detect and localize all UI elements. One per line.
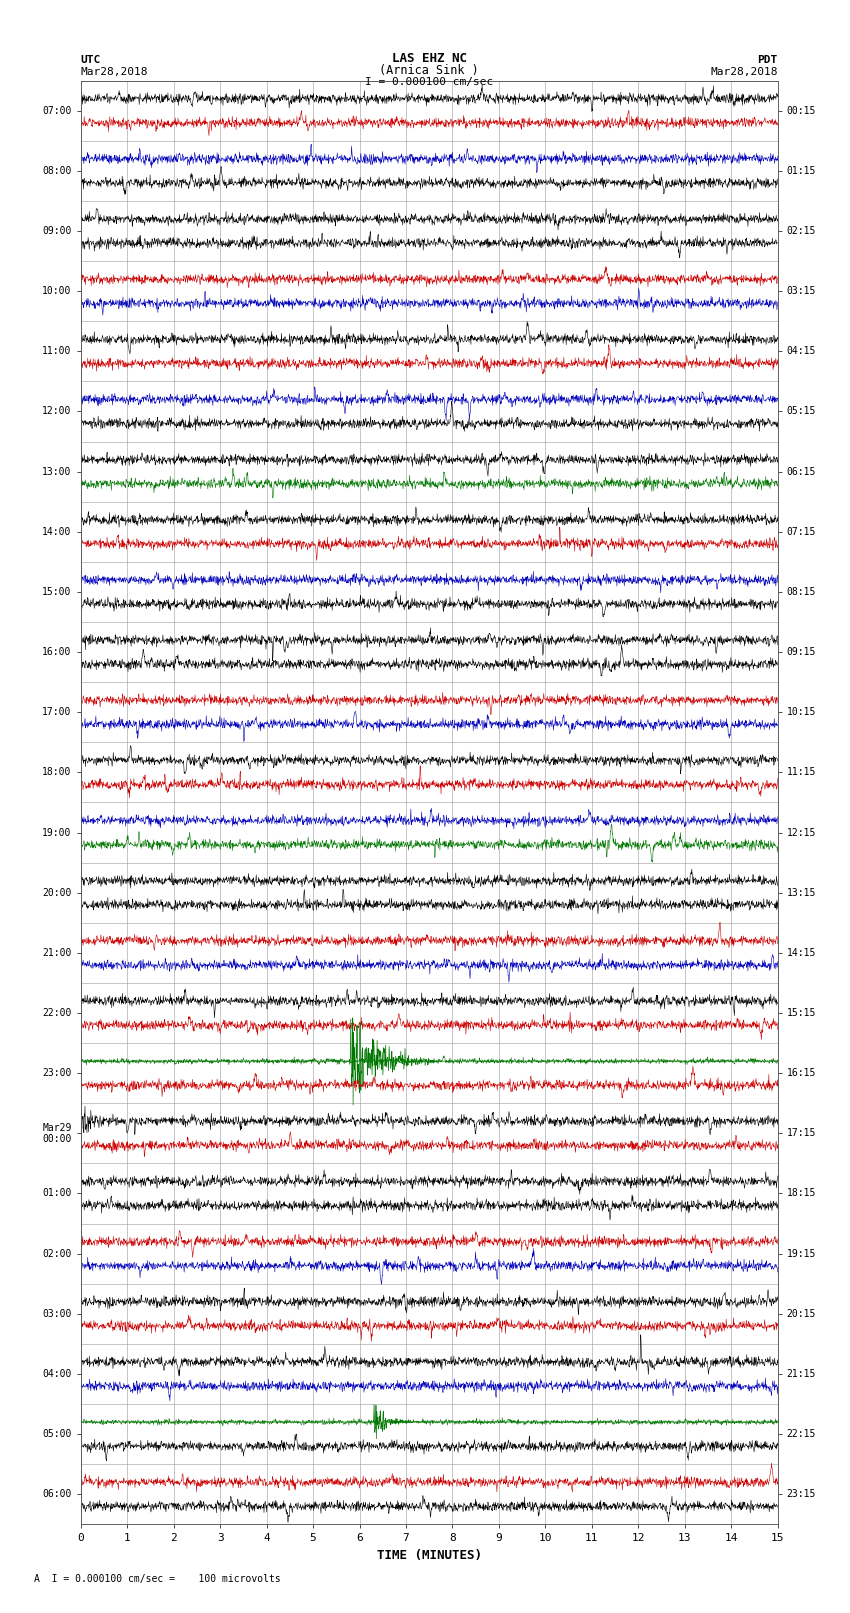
Text: Mar28,2018: Mar28,2018 (711, 68, 778, 77)
Text: PDT: PDT (757, 55, 778, 65)
Text: I = 0.000100 cm/sec: I = 0.000100 cm/sec (366, 77, 493, 87)
Text: LAS EHZ NC: LAS EHZ NC (392, 52, 467, 65)
Text: UTC: UTC (81, 55, 101, 65)
Text: A  I = 0.000100 cm/sec =    100 microvolts: A I = 0.000100 cm/sec = 100 microvolts (34, 1574, 280, 1584)
Text: (Arnica Sink ): (Arnica Sink ) (379, 63, 479, 77)
Text: Mar28,2018: Mar28,2018 (81, 68, 148, 77)
X-axis label: TIME (MINUTES): TIME (MINUTES) (377, 1548, 482, 1561)
